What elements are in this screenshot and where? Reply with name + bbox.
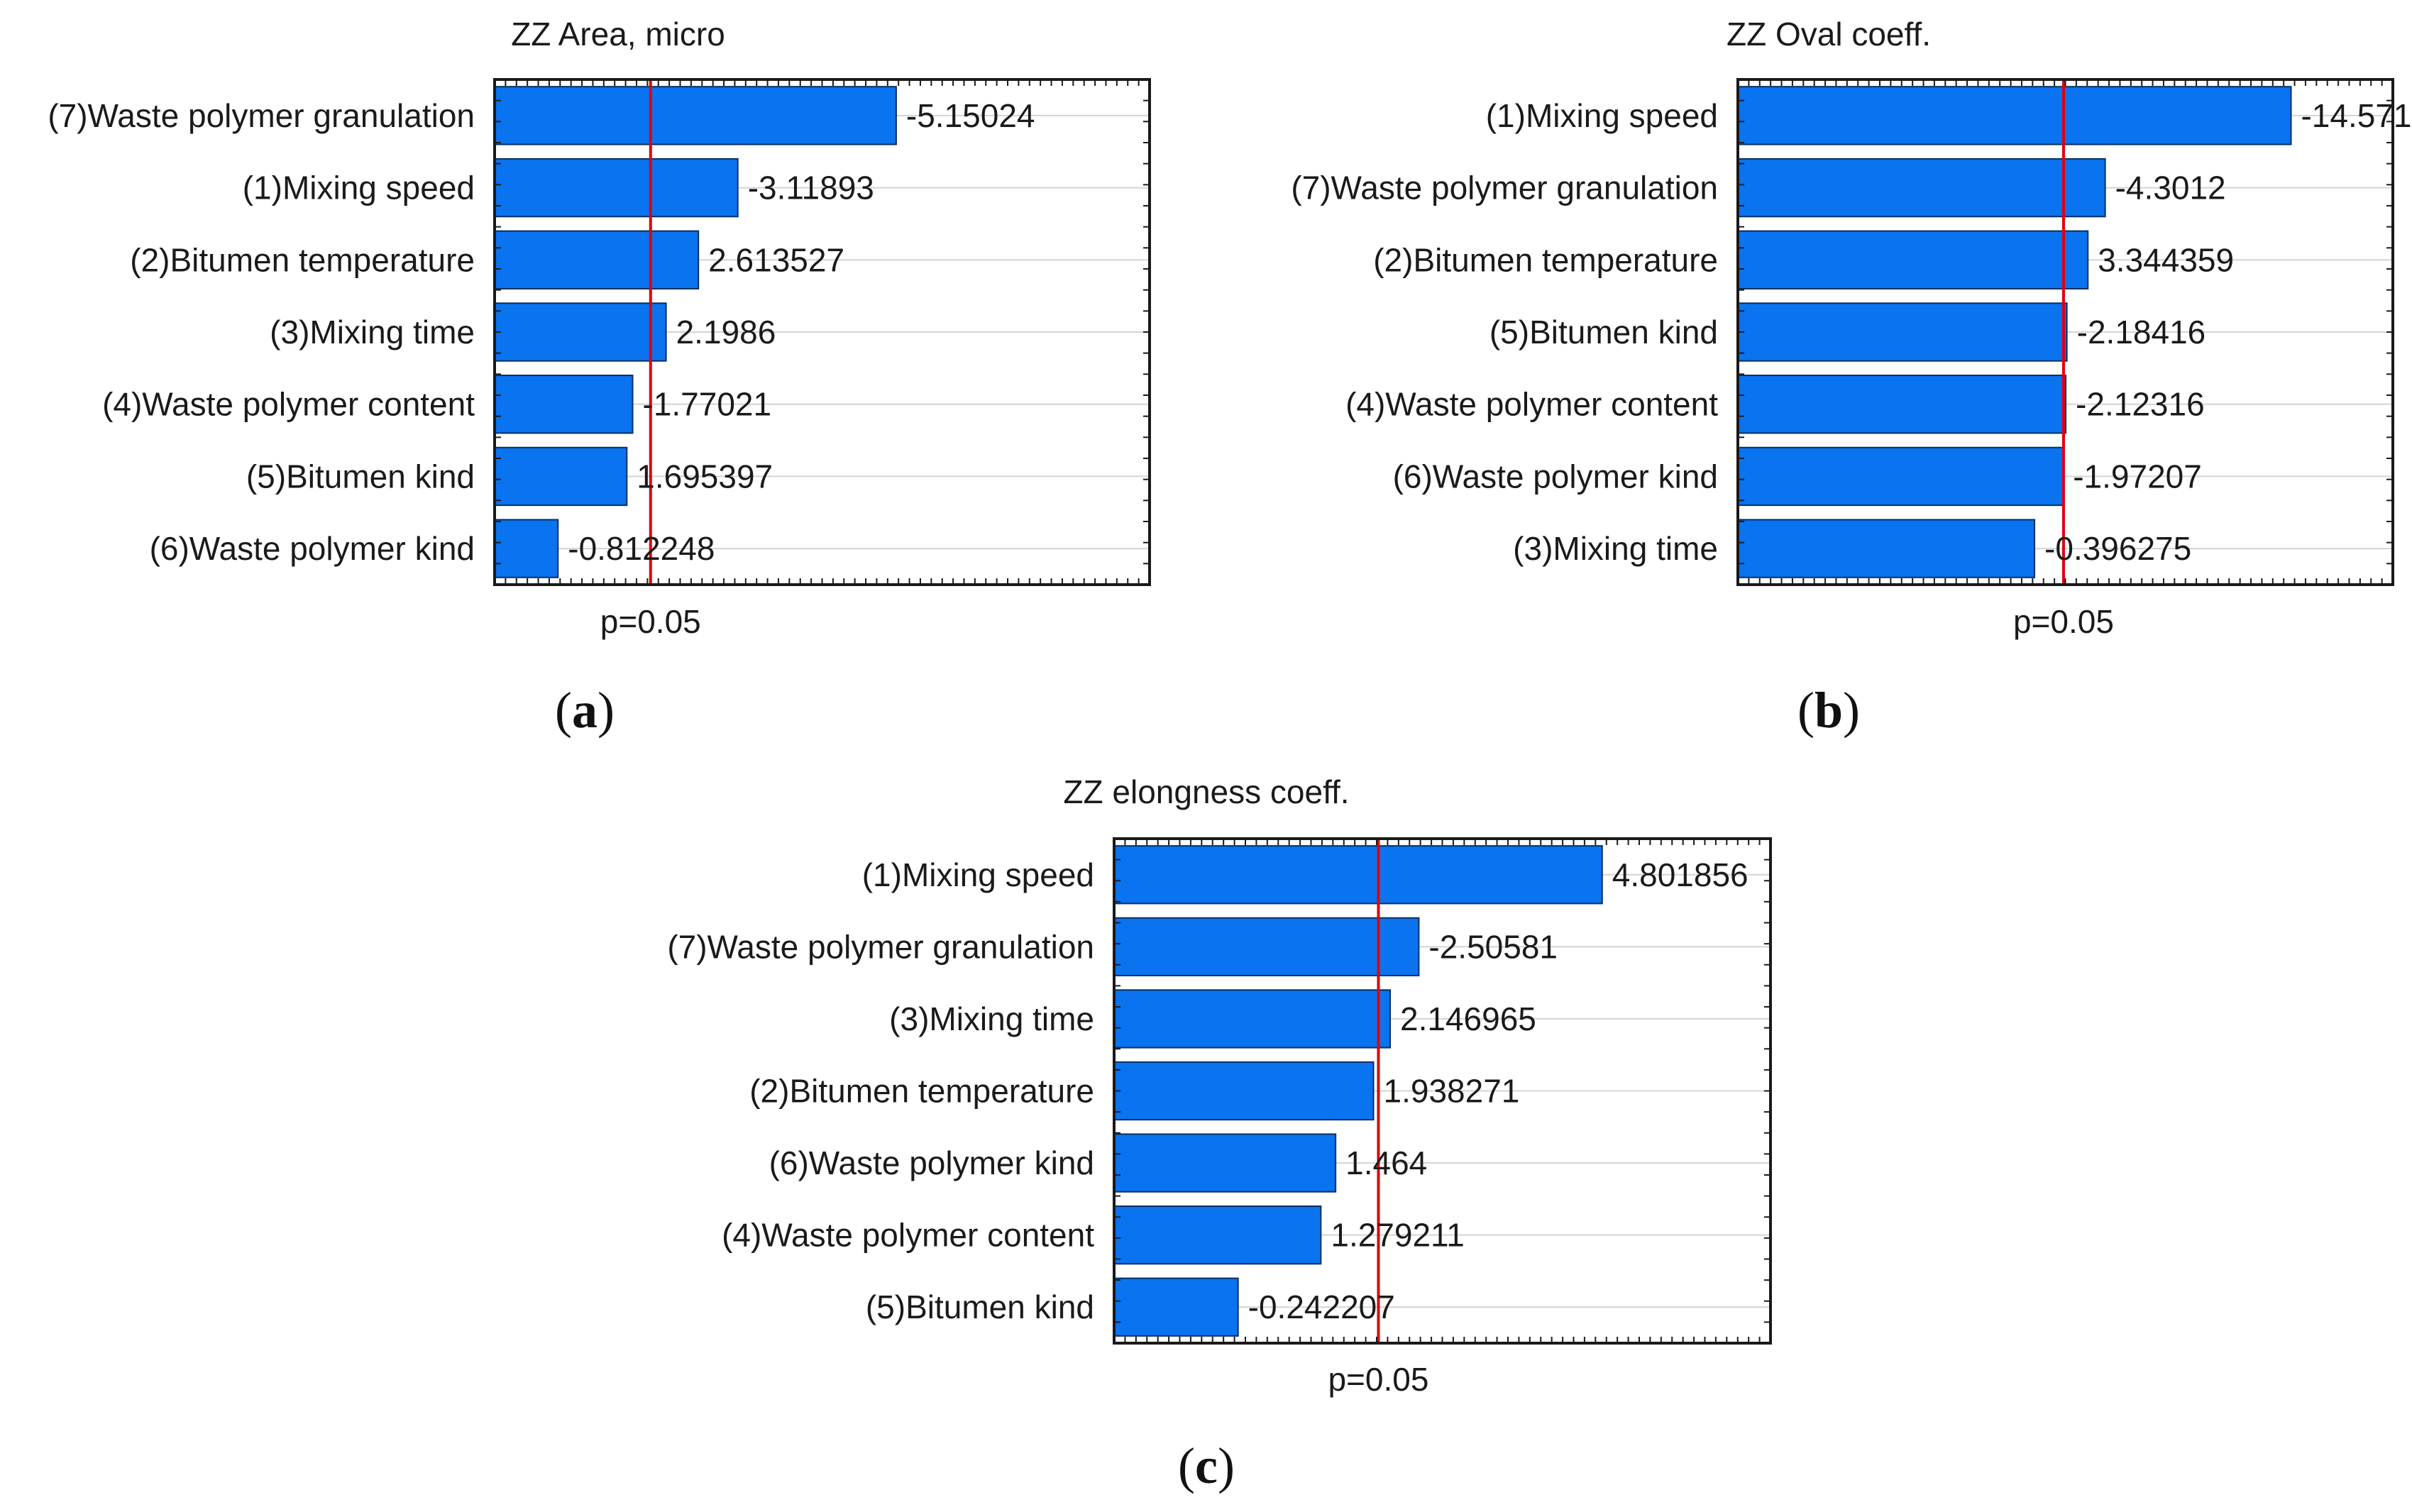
significance-label: p=0.05 bbox=[600, 603, 701, 640]
data-label: 2.1986 bbox=[676, 314, 776, 351]
tick-label: (2)Bitumen temperature bbox=[749, 1073, 1094, 1110]
bar bbox=[1737, 519, 2036, 578]
tick-label: (1)Mixing speed bbox=[243, 170, 475, 206]
bar bbox=[1737, 230, 2089, 289]
data-label: 1.464 bbox=[1345, 1144, 1427, 1181]
tick-label: (7)Waste polymer granulation bbox=[48, 97, 475, 134]
chart-panel-a: ZZ Area, micro -5.15024 -3.11893 2.613527 2.… bbox=[48, 16, 1151, 739]
chart-panel-b: ZZ Oval coeff. -14.5719 -4.3012 3.344359 -2.… bbox=[1291, 16, 2412, 739]
panel-label: (b) bbox=[1797, 682, 1860, 739]
bar bbox=[1737, 375, 2067, 434]
bar bbox=[494, 375, 634, 434]
data-label: -1.77021 bbox=[643, 386, 772, 423]
tick-label: (2)Bitumen temperature bbox=[130, 241, 475, 278]
data-label: -2.50581 bbox=[1428, 928, 1558, 965]
bar bbox=[1113, 1277, 1239, 1337]
tick-label: (6)Waste polymer kind bbox=[1393, 458, 1718, 495]
bar bbox=[1737, 86, 2292, 145]
data-label: -1.97207 bbox=[2073, 458, 2202, 495]
bar bbox=[494, 230, 700, 289]
data-label: 2.613527 bbox=[708, 241, 844, 278]
data-label: -14.5719 bbox=[2301, 97, 2412, 134]
data-label: 1.695397 bbox=[637, 458, 773, 495]
chart-title: ZZ elongness coeff. bbox=[1063, 773, 1349, 810]
tick-label: (5)Bitumen kind bbox=[1489, 314, 1718, 351]
tick-label: (4)Waste polymer content bbox=[102, 386, 475, 423]
bar bbox=[1737, 302, 2068, 362]
tick-label: (6)Waste polymer kind bbox=[150, 530, 475, 567]
data-label: -0.396275 bbox=[2044, 530, 2191, 567]
data-label: 4.801856 bbox=[1612, 856, 1749, 893]
data-label: -0.812248 bbox=[568, 530, 715, 567]
tick-label: (5)Bitumen kind bbox=[246, 458, 475, 495]
tick-label: (4)Waste polymer content bbox=[722, 1217, 1094, 1254]
data-label: -0.242207 bbox=[1248, 1288, 1395, 1325]
tick-label: (3)Mixing time bbox=[1513, 530, 1718, 567]
bar bbox=[1113, 1205, 1322, 1265]
data-label: -5.15024 bbox=[906, 97, 1035, 134]
significance-label: p=0.05 bbox=[1328, 1361, 1428, 1398]
tick-label: (2)Bitumen temperature bbox=[1373, 241, 1718, 278]
tick-label: (1)Mixing speed bbox=[862, 856, 1094, 893]
tick-label: (7)Waste polymer granulation bbox=[667, 928, 1094, 965]
data-label: 1.279211 bbox=[1331, 1217, 1464, 1254]
chart-title: ZZ Oval coeff. bbox=[1727, 16, 1931, 53]
data-label: 3.344359 bbox=[2098, 241, 2234, 278]
data-label: -2.18416 bbox=[2077, 314, 2206, 351]
bar bbox=[1737, 446, 2064, 507]
bar bbox=[494, 446, 628, 507]
panel-label: (a) bbox=[555, 682, 615, 739]
tick-label: (1)Mixing speed bbox=[1486, 97, 1718, 134]
tick-label: (3)Mixing time bbox=[889, 1000, 1094, 1037]
data-label: -3.11893 bbox=[748, 170, 874, 206]
tick-label: (7)Waste polymer granulation bbox=[1291, 170, 1718, 206]
data-label: 1.938271 bbox=[1384, 1073, 1520, 1110]
chart-panel-c: ZZ elongness coeff. 4.801856 -2.50581 2.146… bbox=[667, 773, 1772, 1494]
tick-label: (4)Waste polymer content bbox=[1345, 386, 1718, 423]
data-label: -2.12316 bbox=[2076, 386, 2205, 423]
chart-title: ZZ Area, micro bbox=[511, 16, 725, 53]
tick-label: (3)Mixing time bbox=[270, 314, 475, 351]
bar bbox=[1737, 158, 2106, 218]
bar bbox=[1113, 845, 1603, 905]
bar bbox=[1113, 989, 1392, 1049]
bar bbox=[1113, 917, 1420, 976]
tick-label: (5)Bitumen kind bbox=[866, 1288, 1094, 1325]
significance-label: p=0.05 bbox=[2013, 603, 2114, 640]
tick-label: (6)Waste polymer kind bbox=[769, 1144, 1094, 1181]
bar bbox=[494, 86, 897, 145]
bar bbox=[494, 519, 559, 578]
panel-label: (c) bbox=[1178, 1437, 1235, 1494]
bar bbox=[1113, 1061, 1375, 1121]
data-label: -4.3012 bbox=[2115, 170, 2226, 206]
bar bbox=[494, 158, 739, 218]
bar bbox=[494, 302, 667, 362]
bar bbox=[1113, 1133, 1337, 1193]
data-label: 2.146965 bbox=[1400, 1000, 1536, 1037]
